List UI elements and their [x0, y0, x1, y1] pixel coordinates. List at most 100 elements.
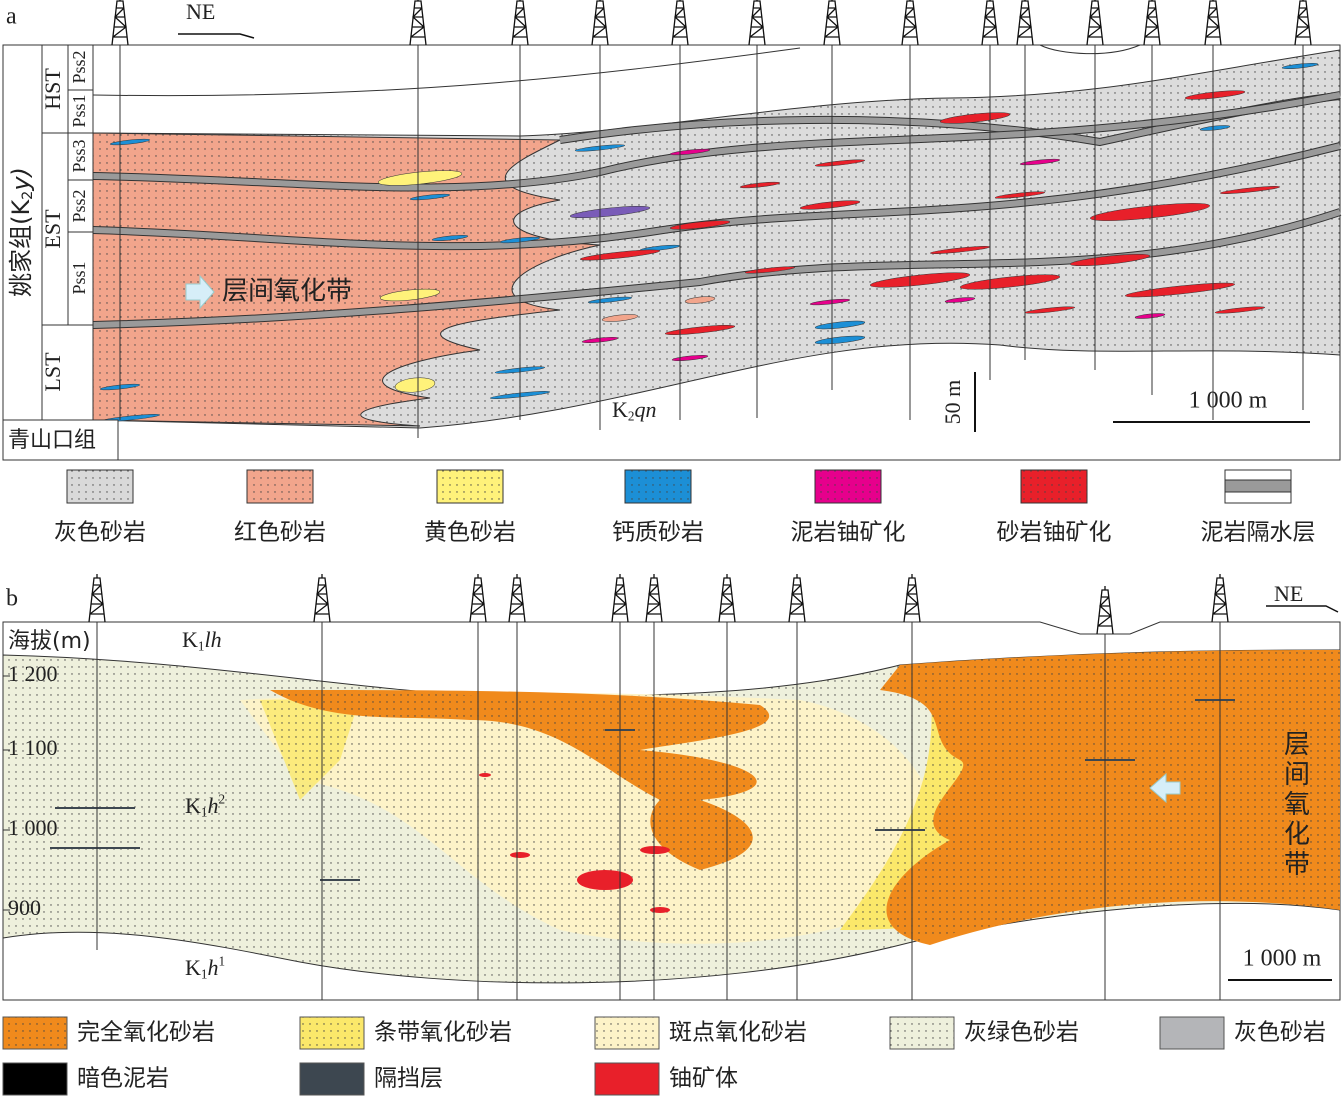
parasequence: Pss1	[69, 261, 89, 294]
drill-rig	[591, 0, 609, 46]
lens	[814, 320, 866, 330]
direction-arrow	[178, 33, 255, 39]
lens	[1214, 306, 1266, 314]
text-main: K	[612, 397, 628, 422]
drill-rig	[645, 574, 663, 623]
legend-label: 条带氧化砂岩	[374, 1020, 512, 1046]
full-oxidation-dots	[3, 650, 1340, 983]
panel-label: b	[6, 586, 18, 612]
lens	[569, 205, 651, 219]
text-main: K	[185, 955, 201, 980]
unit-label: K2qn	[612, 397, 656, 423]
lens	[1090, 203, 1210, 221]
drill-rig	[508, 574, 526, 623]
zone-label: 层间氧化带	[1280, 730, 1310, 880]
text-sub: 2	[20, 191, 36, 200]
drill-rig	[901, 0, 919, 46]
drill-rig	[88, 574, 106, 623]
lens	[431, 235, 469, 241]
drill-rig	[1211, 574, 1229, 623]
drill-rig	[748, 0, 766, 46]
elevation-label: 1 100	[8, 735, 58, 760]
lens	[669, 220, 731, 230]
direction: NE	[1274, 581, 1303, 606]
drill-rig	[469, 574, 487, 623]
legend-swatch-dots	[625, 470, 691, 503]
text-sup: 1	[218, 953, 225, 968]
legend-swatch-dots	[1021, 470, 1087, 503]
lens	[409, 193, 451, 201]
horizontal-scale: 1 000 m	[1243, 946, 1322, 972]
drill-rig	[1096, 586, 1114, 635]
lens	[799, 200, 861, 210]
text-main: lh	[204, 627, 221, 652]
legend-label: 钙质砂岩	[612, 520, 704, 546]
text-sub: 1	[201, 967, 208, 982]
legend-label: 砂岩铀矿化	[997, 520, 1112, 546]
layer-line	[1039, 44, 1141, 55]
legend-swatch-dots	[595, 1017, 659, 1049]
text-main: K	[182, 627, 198, 652]
unit-label: K1h2	[185, 791, 225, 819]
drill-rig	[718, 574, 736, 623]
unit-label: K1h1	[185, 953, 225, 981]
mudstone-barrier	[92, 92, 1341, 191]
lens	[809, 298, 851, 306]
panel-label: a	[6, 4, 17, 30]
lens	[1281, 63, 1319, 69]
lens	[960, 274, 1060, 290]
vertical-scale: 50 m	[940, 380, 965, 425]
lens	[944, 297, 976, 303]
legend-swatch	[2, 1062, 68, 1096]
drill-rig	[409, 0, 427, 46]
legend-label: 灰色砂岩	[1234, 1020, 1326, 1046]
drill-rig	[981, 0, 999, 46]
legend-swatch	[1159, 1016, 1225, 1050]
uranium-ore	[577, 870, 633, 890]
legend-label: 灰绿色砂岩	[964, 1020, 1079, 1046]
drill-rig	[671, 0, 689, 46]
systems-tract: LST	[40, 352, 65, 392]
drill-rig	[1016, 0, 1034, 46]
legend-label: 暗色泥岩	[77, 1066, 169, 1092]
legend-swatch-dots	[437, 470, 503, 503]
lens	[1184, 90, 1246, 100]
lens	[664, 325, 736, 335]
lens	[994, 191, 1046, 199]
drill-rig	[1086, 0, 1104, 46]
legend-label: 黄色砂岩	[424, 520, 516, 546]
text-main: h	[207, 955, 218, 980]
text-sup: 2	[218, 791, 225, 806]
legend-label: 斑点氧化砂岩	[669, 1020, 807, 1046]
legend-swatch-dots	[890, 1017, 954, 1049]
legend-label: 铀矿体	[669, 1066, 738, 1092]
drill-rig	[611, 574, 629, 623]
drill-rig	[313, 574, 331, 623]
text-main: y)	[7, 167, 35, 192]
text-main: 姚家组(K	[7, 199, 35, 297]
direction-arrow	[1266, 605, 1339, 613]
lens	[379, 288, 441, 302]
lower-formation-box	[2, 419, 119, 461]
uranium-ore	[510, 852, 530, 858]
lens	[671, 355, 709, 361]
lens	[814, 335, 866, 345]
legend-label: 泥岩隔水层	[1201, 520, 1316, 546]
lower-formation: 青山口组	[8, 428, 96, 453]
elevation-label: 1 000	[8, 815, 58, 840]
systems-tract: EST	[40, 209, 65, 249]
lens	[1134, 313, 1166, 319]
lens	[739, 181, 781, 189]
uranium-ore	[479, 773, 491, 777]
elevation-label: 1 200	[8, 661, 58, 686]
unit-label: K1lh	[182, 627, 222, 653]
arrow	[185, 274, 215, 310]
text-sub: 1	[201, 805, 208, 820]
lens	[1199, 125, 1231, 131]
formation-label: 姚家组(K2y)	[7, 167, 36, 297]
legend-swatch-dots	[67, 470, 133, 503]
uranium-ore	[650, 907, 670, 913]
legend-label: 泥岩铀矿化	[791, 520, 906, 546]
direction: NE	[186, 0, 215, 24]
systems-tract: HST	[40, 68, 65, 110]
